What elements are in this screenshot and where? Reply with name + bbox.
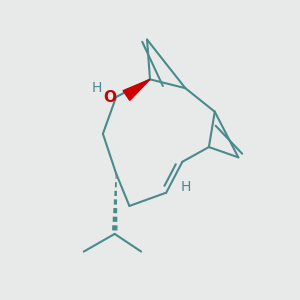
Text: H: H <box>180 180 190 194</box>
Text: O: O <box>104 89 117 104</box>
Text: H: H <box>92 81 102 95</box>
Polygon shape <box>123 79 150 100</box>
